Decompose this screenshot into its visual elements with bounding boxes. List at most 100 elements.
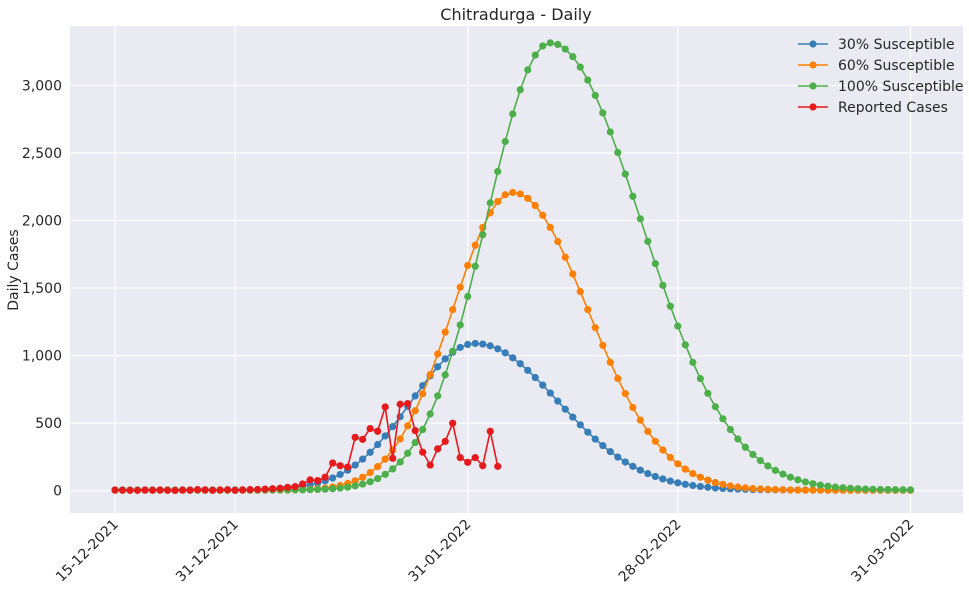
data-point <box>569 53 577 61</box>
data-point <box>524 366 532 374</box>
y-tick-label: 2,000 <box>22 214 62 230</box>
data-point <box>163 486 172 494</box>
series-line <box>115 402 499 492</box>
data-point <box>554 237 562 246</box>
data-point <box>374 427 382 435</box>
data-point <box>674 479 682 487</box>
data-point <box>329 474 337 482</box>
data-point <box>178 486 187 494</box>
data-point <box>351 477 359 485</box>
x-tick-label: 15-12-2021 <box>53 517 122 586</box>
data-point <box>434 445 442 453</box>
data-point <box>576 421 584 429</box>
data-point <box>216 486 224 494</box>
data-point <box>479 462 487 470</box>
data-point <box>464 292 472 301</box>
data-point <box>584 76 592 84</box>
y-tick-label: 3,000 <box>22 78 62 94</box>
data-point <box>779 486 787 494</box>
data-point <box>651 437 659 445</box>
legend-item: 100% Susceptible <box>798 79 964 95</box>
y-tick-label: 1,500 <box>22 281 62 297</box>
data-point <box>426 410 434 418</box>
data-point <box>186 486 194 494</box>
data-point <box>434 350 442 358</box>
legend-item: Reported Cases <box>798 100 948 116</box>
data-point <box>771 486 779 494</box>
data-point <box>434 363 442 371</box>
data-point <box>156 486 164 494</box>
data-point <box>704 483 712 491</box>
data-point <box>614 148 622 157</box>
data-point <box>411 427 419 435</box>
data-point <box>464 261 472 270</box>
data-point <box>321 485 329 493</box>
data-point <box>494 345 502 353</box>
data-point <box>359 480 367 488</box>
data-point <box>591 435 599 443</box>
data-point <box>756 457 764 465</box>
data-point <box>501 349 509 357</box>
data-point <box>464 458 472 466</box>
data-point <box>554 397 562 405</box>
data-point <box>486 199 494 207</box>
data-point <box>223 486 232 494</box>
legend-marker <box>809 103 817 111</box>
data-point <box>494 167 502 176</box>
y-tick-label: 2,500 <box>22 146 62 162</box>
grid <box>70 26 963 513</box>
data-point <box>726 482 734 490</box>
data-point <box>846 484 855 492</box>
data-point <box>651 260 659 268</box>
data-point <box>576 63 584 71</box>
data-point <box>801 486 810 494</box>
data-point <box>591 91 599 100</box>
data-point <box>396 435 404 443</box>
data-point <box>359 455 367 463</box>
data-point <box>666 477 674 485</box>
data-point <box>839 484 847 492</box>
data-point <box>314 476 322 485</box>
data-point <box>479 231 487 239</box>
data-point <box>599 109 607 117</box>
data-point <box>816 481 825 489</box>
legend-item: 60% Susceptible <box>798 58 955 74</box>
data-point <box>749 484 757 493</box>
data-point <box>644 237 652 245</box>
y-tick-label: 500 <box>35 416 62 432</box>
data-point <box>591 324 599 332</box>
data-point <box>621 390 629 398</box>
data-point <box>629 192 637 200</box>
y-tick-label: 0 <box>53 484 62 500</box>
data-point <box>696 482 704 491</box>
data-point <box>704 476 712 484</box>
data-point <box>636 416 644 424</box>
data-point <box>756 485 764 493</box>
data-point <box>794 486 802 494</box>
data-point <box>419 390 427 398</box>
data-point <box>771 466 779 474</box>
data-point <box>659 281 667 289</box>
data-point <box>486 342 494 350</box>
data-point <box>471 241 479 249</box>
data-point <box>576 288 584 296</box>
data-point <box>148 486 157 494</box>
data-point <box>336 470 344 479</box>
data-point <box>366 478 374 486</box>
data-point <box>854 485 862 493</box>
data-point <box>891 486 900 494</box>
data-point <box>471 339 479 348</box>
data-point <box>494 198 502 206</box>
data-point <box>321 473 329 481</box>
data-point <box>208 486 217 494</box>
legend-marker <box>809 82 817 90</box>
data-point <box>906 486 915 494</box>
data-point <box>561 45 569 53</box>
legend-label: 60% Susceptible <box>838 58 955 74</box>
data-point <box>621 170 629 178</box>
data-point <box>449 306 457 314</box>
data-point <box>246 486 254 494</box>
data-point <box>306 486 314 494</box>
plot-background <box>70 26 963 513</box>
x-tick-label: 31-12-2021 <box>173 517 242 586</box>
